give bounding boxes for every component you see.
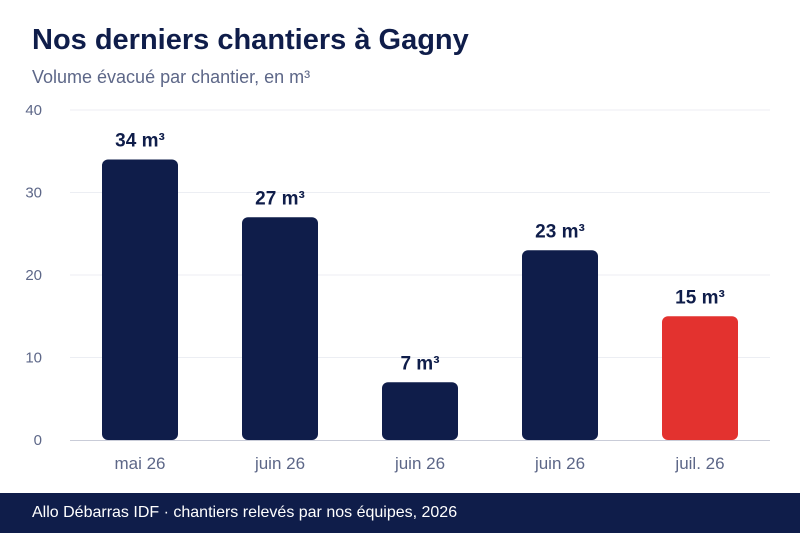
y-tick-label: 20 xyxy=(25,267,42,284)
footer-bar: Allo Débarras IDF · chantiers relevés pa… xyxy=(0,493,800,533)
bar xyxy=(102,159,178,440)
chart-subtitle: Volume évacué par chantier, en m³ xyxy=(32,67,311,87)
bar-value-label: 23 m³ xyxy=(535,221,585,242)
y-tick-label: 10 xyxy=(25,350,42,367)
x-tick-label: juin 26 xyxy=(534,454,585,473)
bar xyxy=(522,250,598,440)
y-tick-label: 40 xyxy=(25,102,42,119)
bar xyxy=(242,217,318,440)
bar xyxy=(662,316,738,440)
bar-value-label: 34 m³ xyxy=(115,131,165,152)
x-tick-label: juin 26 xyxy=(394,454,445,473)
x-tick-label: juin 26 xyxy=(254,454,305,473)
bar xyxy=(382,382,458,440)
bar-chart: 0 10 20 30 40 34 m³ mai 26 27 m³ juin 26 7 m³ juin… xyxy=(25,102,770,473)
bar-value-label: 7 m³ xyxy=(400,353,439,374)
x-tick-label: mai 26 xyxy=(114,454,165,473)
bar-value-label: 15 m³ xyxy=(675,287,725,308)
x-tick-label: juil. 26 xyxy=(674,454,724,473)
chart-title: Nos derniers chantiers à Gagny xyxy=(32,24,469,56)
y-tick-label: 0 xyxy=(34,432,42,449)
bar-value-label: 27 m³ xyxy=(255,188,305,209)
source-note: Allo Débarras IDF · chantiers relevés pa… xyxy=(32,504,458,521)
y-tick-label: 30 xyxy=(25,185,42,202)
